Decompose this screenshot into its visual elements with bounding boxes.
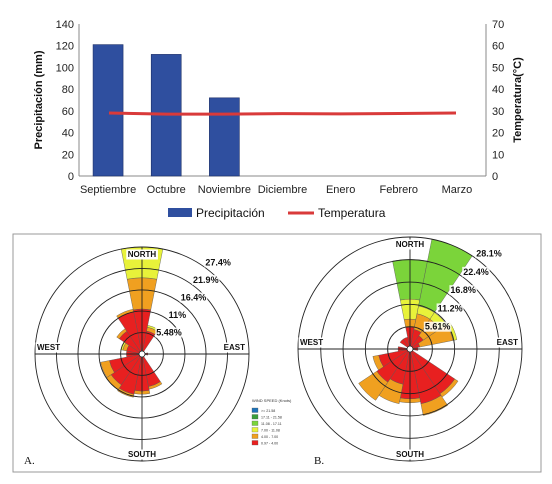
x-tick: Febrero bbox=[380, 184, 419, 196]
y-tick-right: 30 bbox=[492, 106, 504, 118]
direction-label-north: NORTH bbox=[128, 250, 157, 259]
temperature-line bbox=[108, 111, 457, 116]
ring-label: 22.4% bbox=[463, 267, 489, 277]
ring-label: 21.9% bbox=[193, 275, 219, 285]
y-tick-right: 40 bbox=[492, 84, 504, 96]
panel-label-b: B. bbox=[314, 455, 324, 467]
wind-speed-bin-label: 0.97 - 4.00 bbox=[261, 441, 278, 445]
wind-speed-swatch bbox=[251, 427, 259, 433]
ring-label: 5.61% bbox=[425, 322, 451, 332]
y-tick-left: 40 bbox=[62, 128, 74, 140]
y-tick-right: 60 bbox=[492, 41, 504, 53]
ring-label: 5.48% bbox=[156, 327, 182, 337]
windrose-petal bbox=[376, 348, 411, 383]
direction-label-south: SOUTH bbox=[128, 450, 156, 459]
wind-speed-swatch bbox=[251, 433, 259, 439]
x-tick: Septiembre bbox=[80, 184, 136, 196]
wind-speed-swatch bbox=[251, 440, 259, 446]
wind-speed-swatch bbox=[251, 420, 259, 426]
direction-label-west: WEST bbox=[300, 338, 323, 347]
legend-precip-label: Precipitación bbox=[196, 206, 265, 220]
ring-label: 28.1% bbox=[476, 248, 502, 258]
ring-label: 16.8% bbox=[450, 285, 476, 295]
windrose-center bbox=[138, 350, 146, 358]
y-tick-right: 10 bbox=[492, 149, 504, 161]
direction-label-east: EAST bbox=[224, 343, 245, 352]
windrose-petal bbox=[409, 348, 442, 404]
direction-label-bg bbox=[394, 449, 426, 460]
y-tick-left: 80 bbox=[62, 84, 74, 96]
y-tick-left: 20 bbox=[62, 149, 74, 161]
y-tick-right: 0 bbox=[492, 171, 498, 183]
y-tick-right: 20 bbox=[492, 128, 504, 140]
x-tick: Noviembre bbox=[198, 184, 251, 196]
legend-precip-swatch bbox=[168, 208, 192, 217]
precip-bar bbox=[92, 44, 124, 177]
direction-label-north: NORTH bbox=[396, 240, 425, 249]
windrose-petal bbox=[378, 348, 411, 367]
wind-speed-bin-label: 4.00 - 7.00 bbox=[261, 435, 278, 439]
wind-speed-title: WIND SPEED (Knots) bbox=[252, 398, 292, 403]
wind-speed-bin-label: 17.11 - 21.58 bbox=[261, 415, 282, 419]
y-tick-left: 140 bbox=[56, 19, 74, 31]
wind-speed-bin-label: 7.00 - 11.08 bbox=[261, 428, 280, 432]
windrose-a: NORTH SOUTH EAST WEST 5.48% 11% 16.4% 21.9% 27.4… bbox=[34, 246, 250, 462]
ring-label-bg bbox=[167, 309, 188, 320]
y-tick-right: 70 bbox=[492, 19, 504, 31]
direction-label-bg bbox=[126, 449, 158, 460]
direction-label-bg bbox=[298, 337, 325, 348]
y-tick-right: 50 bbox=[492, 62, 504, 74]
ring-label-bg bbox=[192, 274, 220, 285]
direction-label-bg bbox=[126, 249, 158, 260]
wind-speed-bin-label: 11.08 - 17.11 bbox=[261, 422, 282, 426]
direction-label-bg bbox=[222, 342, 247, 353]
direction-label-south: SOUTH bbox=[396, 450, 424, 459]
windrose-panel-frame bbox=[12, 233, 542, 473]
x-tick: Marzo bbox=[442, 184, 473, 196]
y-tick-left: 0 bbox=[68, 171, 74, 183]
y-axis-left-label: Precipitación (mm) bbox=[33, 50, 45, 149]
ring-label: 16.4% bbox=[181, 293, 207, 303]
panel-label-a: A. bbox=[24, 455, 35, 467]
wind-speed-swatch bbox=[251, 407, 259, 413]
ring-label-bg bbox=[155, 327, 183, 338]
x-tick: Diciembre bbox=[258, 184, 308, 196]
ring-label-bg bbox=[179, 292, 208, 303]
direction-label-west: WEST bbox=[37, 343, 60, 352]
precip-temp-chart: 0 20 40 60 80 100 120 140 0 10 20 30 40 50 60 70 Septi… bbox=[33, 19, 524, 220]
y-tick-left: 100 bbox=[56, 62, 74, 74]
ring-label: 11.2% bbox=[438, 303, 463, 313]
ring-label: 27.4% bbox=[205, 257, 231, 267]
direction-label-east: EAST bbox=[497, 338, 518, 347]
legend-temp-label: Temperatura bbox=[318, 206, 386, 220]
ring-label-bg bbox=[436, 303, 464, 314]
direction-label-bg bbox=[495, 337, 520, 348]
ring-label-bg bbox=[423, 321, 452, 332]
ring-label-bg bbox=[204, 257, 232, 268]
legend: Precipitación Temperatura bbox=[168, 206, 386, 220]
wind-speed-bin-label: >= 21.58 bbox=[261, 409, 275, 413]
ring-label: 11% bbox=[169, 310, 187, 320]
windrose-b: NORTH SOUTH EAST WEST 5.61% 11.2% 16.8% 22.4% 28… bbox=[297, 236, 523, 462]
y-axis-right-label: Temperatura(°C) bbox=[512, 57, 524, 143]
direction-label-bg bbox=[394, 239, 426, 250]
y-tick-left: 120 bbox=[56, 41, 74, 53]
windrose-petal bbox=[141, 330, 156, 355]
direction-label-bg bbox=[35, 342, 62, 353]
wind-speed-legend: WIND SPEED (Knots) >= 21.58 17.11 - 21.58 1… bbox=[251, 398, 292, 446]
x-tick: Octubre bbox=[147, 184, 186, 196]
x-tick: Enero bbox=[326, 184, 355, 196]
windrose-center bbox=[406, 345, 414, 353]
ring-label-bg bbox=[449, 285, 477, 296]
y-tick-left: 60 bbox=[62, 106, 74, 118]
precip-bar bbox=[209, 97, 240, 177]
ring-label-bg bbox=[475, 248, 503, 259]
ring-label-bg bbox=[462, 266, 490, 277]
windrose-petal bbox=[109, 353, 143, 373]
wind-speed-swatch bbox=[251, 414, 259, 420]
